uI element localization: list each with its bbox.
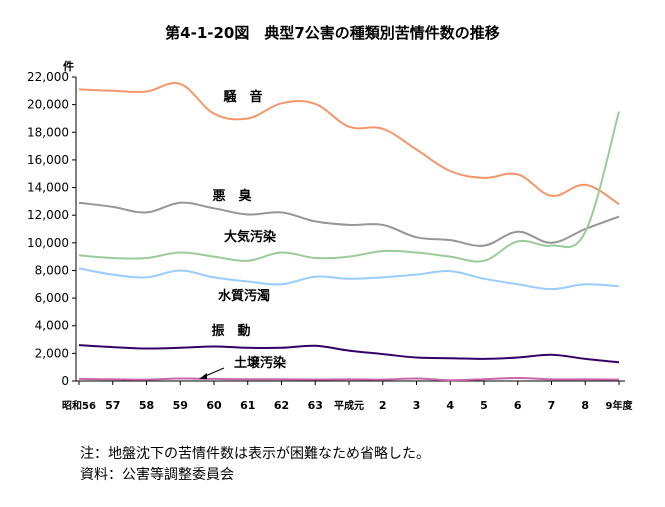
- y-axis-unit-label: 件: [63, 60, 74, 73]
- series-label-5: 振 動: [211, 323, 250, 339]
- x-tick-label: 60: [206, 399, 222, 412]
- y-tick-label: 22,000: [27, 70, 69, 84]
- x-tick-label: 4: [446, 399, 454, 412]
- x-tick-label: 59: [173, 399, 188, 412]
- note-text: 注：地盤沈下の苦情件数は表示が困難なため省略した。: [80, 446, 430, 462]
- x-tick-label: 5: [480, 399, 488, 412]
- x-tick-label: 平成元: [334, 399, 364, 412]
- y-tick-label: 18,000: [27, 125, 69, 139]
- series-label-3: 大気汚染: [224, 229, 277, 245]
- x-tick-label: 58: [139, 399, 154, 412]
- y-tick-label: 20,000: [27, 98, 69, 112]
- x-tick-label: 61: [240, 399, 255, 412]
- series-label-6: 土壌汚染: [234, 355, 287, 371]
- x-tick-label: 63: [308, 399, 323, 412]
- series-label-2: 悪 臭: [212, 188, 251, 204]
- series-line-6: [78, 376, 620, 382]
- y-tick-label: 0: [61, 374, 69, 388]
- series-line-4: [78, 267, 620, 291]
- x-tick-label: 62: [274, 399, 289, 412]
- series-label-1: 騒 音: [222, 89, 262, 105]
- x-tick-label: 57: [105, 399, 120, 412]
- x-tick-label: 9年度: [606, 399, 634, 412]
- x-tick-label: 6: [514, 399, 522, 412]
- x-tick-label: 3: [413, 399, 421, 412]
- label-arrow-head: [199, 373, 207, 379]
- series-line-5: [78, 344, 620, 364]
- y-tick-label: 4,000: [35, 319, 69, 333]
- y-tick-label: 10,000: [27, 236, 69, 250]
- series-line-2: [78, 201, 620, 247]
- x-tick-label: 7: [548, 399, 556, 412]
- series-label-4: 水質汚濁: [218, 288, 270, 304]
- x-tick-label: 昭和56: [62, 399, 96, 412]
- y-tick-label: 14,000: [27, 181, 69, 195]
- y-tick-label: 12,000: [27, 208, 69, 222]
- series-line-1: [78, 82, 620, 205]
- x-tick-label: 2: [379, 399, 387, 412]
- y-tick-label: 6,000: [35, 291, 69, 305]
- y-tick-label: 2,000: [35, 346, 69, 360]
- y-tick-label: 8,000: [35, 263, 69, 277]
- series-line-3: [78, 111, 620, 263]
- x-tick-label: 8: [581, 399, 589, 412]
- y-tick-label: 16,000: [27, 153, 69, 167]
- chart-title: 第4-1-20図 典型7公害の種類別苦情件数の推移: [165, 24, 500, 42]
- source-text: 資料：公害等調整委員会: [80, 467, 234, 483]
